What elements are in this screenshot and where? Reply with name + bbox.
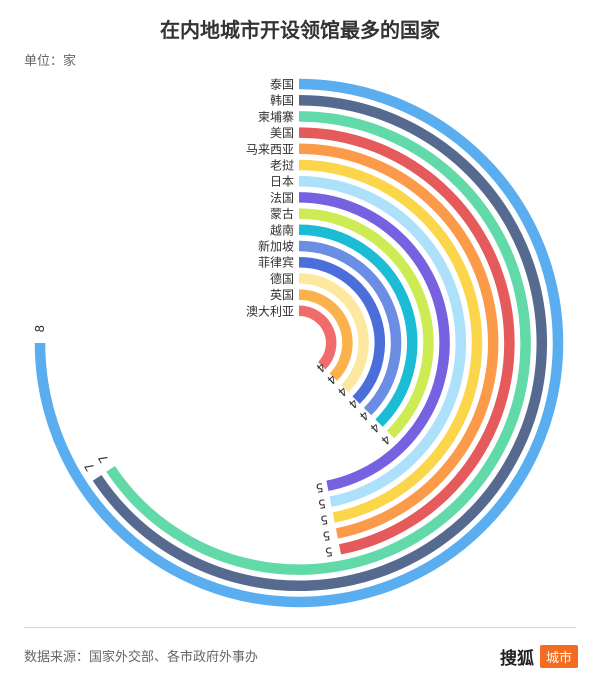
brand-tag: 城市 xyxy=(539,645,578,668)
value-label: 5 xyxy=(319,512,329,527)
category-label: 菲律宾 xyxy=(258,255,294,270)
radial-bar-chart: 泰国8韩国7柬埔寨7美国5马来西亚5老挝5日本5法国5蒙古4越南4新加坡4菲律宾… xyxy=(33,78,564,608)
value-label: 7 xyxy=(96,452,112,466)
bar-法国 xyxy=(298,192,450,491)
category-label: 越南 xyxy=(270,222,294,237)
bar-德国 xyxy=(298,273,369,393)
bar-美国 xyxy=(298,127,515,555)
bar-蒙古 xyxy=(298,208,434,439)
value-label: 8 xyxy=(33,325,47,333)
value-label: 5 xyxy=(315,480,325,495)
category-label: 泰国 xyxy=(270,78,294,92)
category-label: 英国 xyxy=(270,288,294,302)
category-label: 德国 xyxy=(270,271,294,286)
value-label: 5 xyxy=(317,496,327,511)
category-label: 老挝 xyxy=(270,159,294,173)
bar-柬埔寨 xyxy=(106,111,531,575)
bar-韩国 xyxy=(92,94,548,591)
category-label: 韩国 xyxy=(270,93,294,108)
footer-divider xyxy=(24,627,576,628)
category-label: 法国 xyxy=(270,191,294,205)
bar-菲律宾 xyxy=(298,256,386,404)
category-label: 柬埔寨 xyxy=(258,109,294,124)
bar-日本 xyxy=(298,175,467,507)
data-source: 数据来源：国家外交部、各市政府外事办 xyxy=(24,650,259,665)
value-label: 5 xyxy=(322,528,332,543)
chart-title: 在内地城市开设领馆最多的国家 xyxy=(160,18,440,42)
value-label: 7 xyxy=(82,460,98,474)
value-label: 5 xyxy=(324,544,334,559)
bar-英国 xyxy=(298,289,353,381)
category-label: 蒙古 xyxy=(270,206,294,221)
category-label: 美国 xyxy=(270,126,294,140)
brand-logo[interactable]: 搜狐 城市 xyxy=(500,644,578,669)
bar-澳大利亚 xyxy=(298,305,337,370)
brand-name: 搜狐 xyxy=(499,649,534,669)
bar-马来西亚 xyxy=(298,143,499,539)
category-label: 马来西亚 xyxy=(246,142,294,156)
bar-老挝 xyxy=(298,159,483,523)
bar-泰国 xyxy=(34,78,564,608)
bar-新加坡 xyxy=(298,240,402,416)
unit-label: 单位：家 xyxy=(24,54,77,69)
category-label: 澳大利亚 xyxy=(246,304,294,318)
bar-越南 xyxy=(298,224,418,427)
category-label: 新加坡 xyxy=(258,239,294,254)
category-label: 日本 xyxy=(270,175,294,189)
